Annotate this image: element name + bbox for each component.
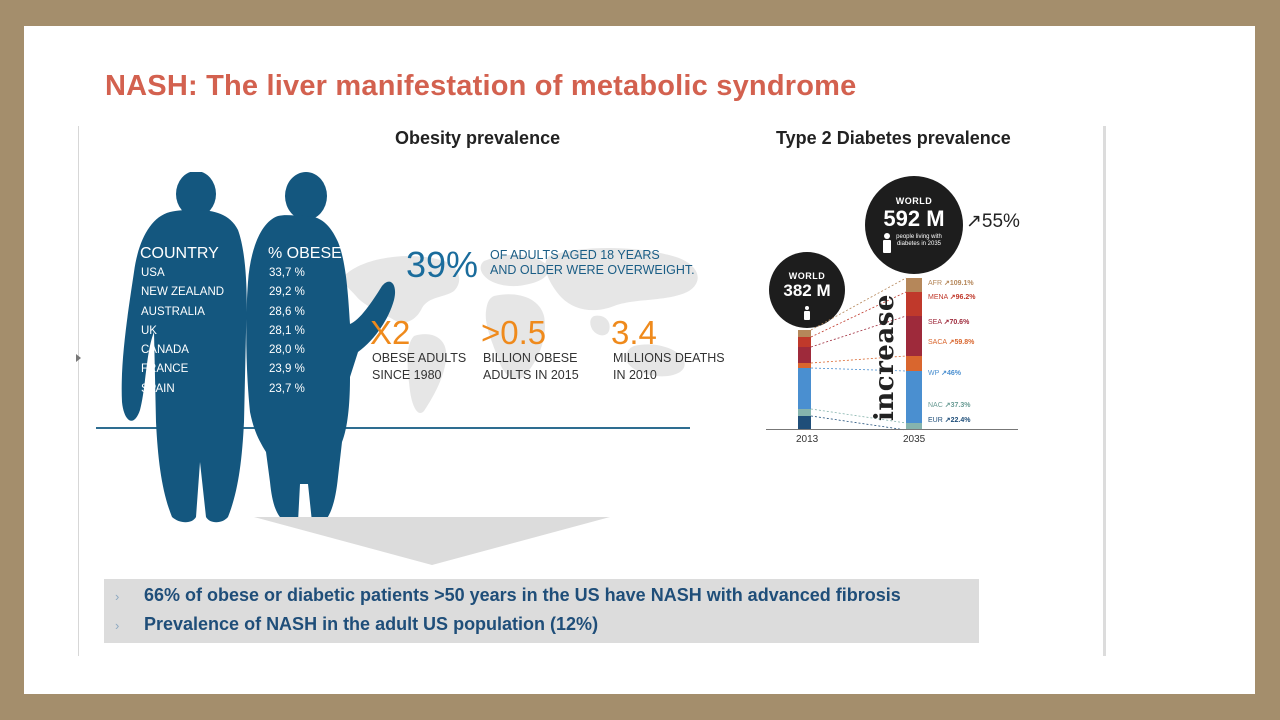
obese-pct-cell: 33,7 % (269, 267, 305, 279)
obese-pct-cell: 29,2 % (269, 286, 305, 298)
person-icon-2035 (882, 233, 892, 255)
region-label-wp: WP ↗46% (928, 370, 961, 377)
region-label-afr: AFR ↗109.1% (928, 280, 974, 287)
year-2035: 2035 (903, 434, 926, 445)
region-label-mena: MENA ↗96.2% (928, 294, 976, 301)
callout-pointer (254, 517, 610, 565)
stat-value-x2: X2 (370, 314, 411, 351)
country-cell: AUSTRALIA (141, 306, 205, 318)
col-header-obese: % OBESE (268, 245, 342, 262)
world-label: WORLD (788, 271, 826, 281)
bars-axis (766, 429, 1018, 430)
region-label-nac: NAC ↗37.3% (928, 402, 971, 409)
callout-box (104, 579, 979, 643)
region-label-saca: SACA ↗59.8% (928, 339, 975, 346)
obesity-heading: Obesity prevalence (395, 128, 561, 148)
diabetes-2035-caption: people living with diabetes in 2035 (896, 234, 942, 247)
person-icon-2013 (803, 306, 811, 320)
stat-value-deaths: 3.4 (611, 314, 657, 351)
value-2035: 592 M (883, 206, 945, 231)
bullet-text: 66% of obese or diabetic patients >50 ye… (144, 585, 901, 605)
world-2035-badge: WORLD 592 M (865, 176, 963, 274)
value-2013: 382 M (783, 281, 831, 300)
obese-people-silhouette (121, 172, 396, 523)
stat-value-billion: >0.5 (481, 314, 547, 351)
increase-label: increase (870, 294, 900, 421)
obese-pct-cell: 28,6 % (269, 306, 305, 318)
col-header-country: COUNTRY (140, 245, 219, 262)
growth-55: ↗55% (966, 211, 1020, 232)
overweight-caption: OF ADULTS AGED 18 YEARS AND OLDER WERE O… (490, 248, 695, 277)
chevron-right-icon: › (115, 618, 120, 633)
stat-label-deaths: MILLIONS DEATHS IN 2010 (613, 351, 725, 382)
overweight-stat: 39% (406, 244, 479, 285)
baseline-rule (96, 427, 690, 429)
chevron-right-icon: › (115, 589, 120, 604)
region-label-sea: SEA ↗70.6% (928, 319, 970, 326)
world-2013-badge: WORLD 382 M (769, 252, 845, 328)
obese-pct-cell: 23,9 % (269, 363, 305, 375)
year-2013: 2013 (796, 434, 819, 445)
obese-pct-cell: 28,0 % (269, 344, 305, 356)
slide: NASH: The liver manifestation of metabol… (24, 26, 1255, 694)
stat-label-x2: OBESE ADULTS SINCE 1980 (372, 351, 467, 382)
diabetes-heading: Type 2 Diabetes prevalence (776, 128, 1011, 148)
world-label: WORLD (895, 196, 933, 206)
region-label-eur: EUR ↗22.4% (928, 417, 971, 424)
country-cell: CANADA (141, 344, 189, 356)
panel-scrollbar (1103, 126, 1106, 656)
obese-pct-cell: 28,1 % (269, 325, 305, 337)
bullet-text: Prevalence of NASH in the adult US popul… (144, 614, 599, 634)
country-cell: FRANCE (141, 363, 189, 375)
country-cell: USA (141, 267, 165, 279)
obese-pct-cell: 23,7 % (269, 383, 305, 395)
panel-marker-icon (76, 354, 81, 362)
stat-label-billion: BILLION OBESE ADULTS IN 2015 (483, 351, 579, 382)
slide-title: NASH: The liver manifestation of metabol… (105, 70, 857, 102)
diabetes-stacked-bars (798, 277, 922, 431)
country-cell: NEW ZEALAND (141, 286, 225, 298)
country-cell: UK (141, 325, 157, 337)
country-cell: SPAIN (141, 383, 175, 395)
